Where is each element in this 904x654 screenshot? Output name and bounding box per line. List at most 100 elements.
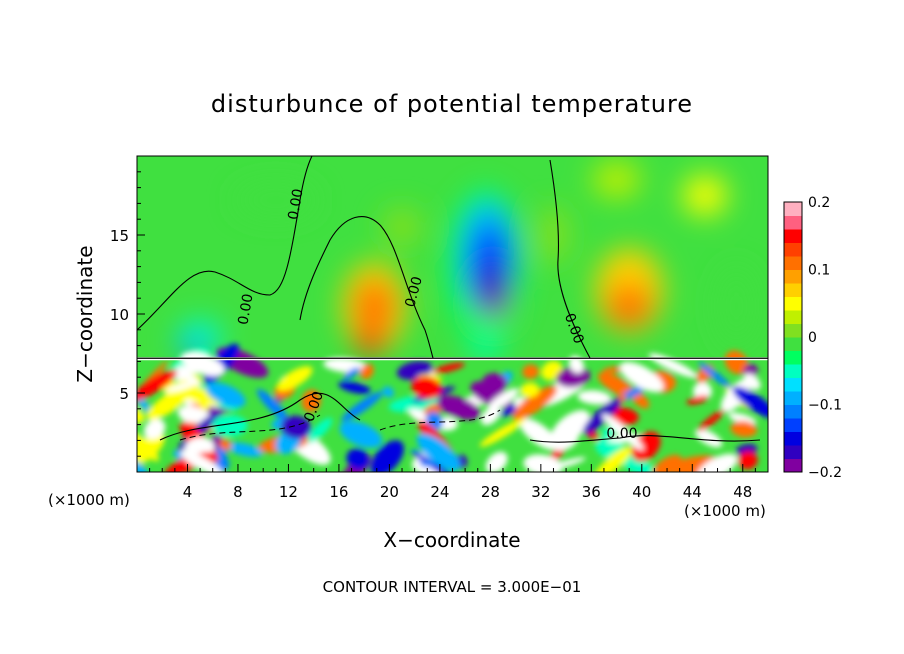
field-cell (235, 184, 316, 217)
colorbar-swatch (784, 431, 802, 446)
lower-field-cell (732, 386, 768, 419)
lower-field-cell (416, 433, 461, 471)
colorbar-swatch (784, 256, 802, 270)
colorbar-swatch (784, 310, 802, 324)
lower-field-cell (597, 372, 636, 399)
field-cell (537, 205, 570, 265)
lower-field-cell (631, 431, 661, 462)
lower-field-cell (693, 381, 712, 401)
lower-field-cell (382, 386, 394, 398)
lower-field-cell (743, 373, 761, 390)
lower-field-cell (479, 418, 526, 447)
lower-field-cell (280, 415, 312, 439)
lower-field-cell (602, 413, 644, 451)
lower-field-cell (480, 406, 501, 426)
colorbar-swatch (784, 296, 802, 311)
lower-field-cells (137, 343, 768, 472)
lower-field-cell (360, 363, 374, 380)
x-tick-label: 8 (233, 483, 243, 501)
contour-negative (179, 414, 321, 441)
contour-zero (137, 156, 313, 331)
lower-field-cell (205, 382, 246, 408)
field-cell (718, 266, 755, 347)
colorbar-swatch (784, 337, 802, 351)
colorbar-swatch (784, 404, 802, 419)
contour-zero (529, 435, 761, 443)
lower-field-cell (602, 426, 616, 439)
x-tick-label: 12 (279, 483, 298, 501)
contour-negative (379, 409, 501, 431)
colorbar-swatch (784, 269, 802, 284)
lower-field-cell (137, 389, 153, 414)
colorbar-frame (783, 201, 803, 473)
x-tick-label: 20 (380, 483, 399, 501)
field-cell (607, 284, 652, 329)
lower-field-cell (697, 409, 725, 432)
lower-field-cell (728, 412, 757, 425)
lower-field-cell (256, 388, 289, 422)
colorbar-swatch (784, 350, 802, 365)
lower-field-cell (482, 372, 507, 392)
lower-field-cell (165, 381, 199, 393)
colorbar-swatch (784, 391, 802, 405)
contour-interval-note: CONTOUR INTERVAL = 3.000E−01 (323, 578, 582, 596)
contour-zero (159, 392, 361, 441)
colorbar-swatch (784, 229, 802, 243)
colorbar-swatch (784, 364, 802, 378)
colorbar-tick-label: 0.2 (808, 195, 830, 211)
colorbar-tick-label: −0.2 (808, 465, 842, 481)
lower-field-cell (593, 446, 633, 472)
lower-field-cell (436, 395, 481, 420)
lower-field-cell (307, 417, 333, 443)
lower-field-cell (695, 428, 723, 448)
colorbar-swatch (784, 242, 802, 257)
lower-field-cell (343, 367, 360, 380)
lower-field-cell (137, 460, 149, 472)
x-tick-label: 48 (733, 483, 752, 501)
field-cell (382, 207, 423, 248)
colorbar-swatch (784, 202, 802, 216)
lower-field-cell (523, 454, 563, 472)
colorbar-swatch (784, 377, 802, 392)
lower-field-cell (219, 439, 232, 451)
x-unit-left: (×1000 m) (48, 491, 130, 509)
field-cell (682, 175, 727, 216)
lower-field-cell (301, 389, 321, 413)
lower-field-cell (724, 350, 749, 375)
x-axis: 4 8 12 16 20 24 28 32 36 40 44 48 (149, 464, 756, 501)
lower-field-cell (652, 454, 682, 472)
colorbar-swatch (784, 418, 802, 432)
x-tick-label: 32 (531, 483, 550, 501)
x-tick-label: 40 (632, 483, 651, 501)
x-tick-label: 28 (481, 483, 500, 501)
x-tick-label: 44 (683, 483, 702, 501)
colorbar: 0.2 0.1 0 −0.1 −0.2 (783, 195, 842, 481)
field-cell (354, 280, 395, 333)
contour-label: 0.00 (235, 293, 256, 326)
colorbar-swatch (784, 215, 802, 230)
x-unit-right: (×1000 m) (684, 502, 766, 520)
x-tick-label: 36 (582, 483, 601, 501)
lower-field-cell (698, 362, 732, 389)
contour-zero (549, 159, 591, 359)
x-axis-label: X−coordinate (383, 528, 520, 552)
lower-field-cell (730, 420, 758, 438)
lower-field-cell (686, 395, 709, 405)
y-axis-label: Z−coordinate (73, 245, 97, 382)
lower-field-cell (568, 356, 584, 374)
lower-field-cell (577, 390, 612, 405)
lower-field-cell (346, 448, 370, 470)
contour-label: 0.00 (285, 188, 306, 221)
lower-field-cell (338, 381, 372, 394)
colorbar-tick-label: −0.1 (808, 398, 842, 414)
field-cell (480, 292, 509, 321)
lower-field-cell (276, 366, 313, 392)
colorbar-swatch (784, 458, 802, 473)
lower-field-cell (211, 414, 248, 438)
colorbar-swatch (784, 283, 802, 297)
contour-zero (299, 216, 434, 359)
lower-field-cell (419, 460, 435, 468)
colorbar-swatch (784, 323, 802, 338)
x-tick-label: 16 (329, 483, 348, 501)
